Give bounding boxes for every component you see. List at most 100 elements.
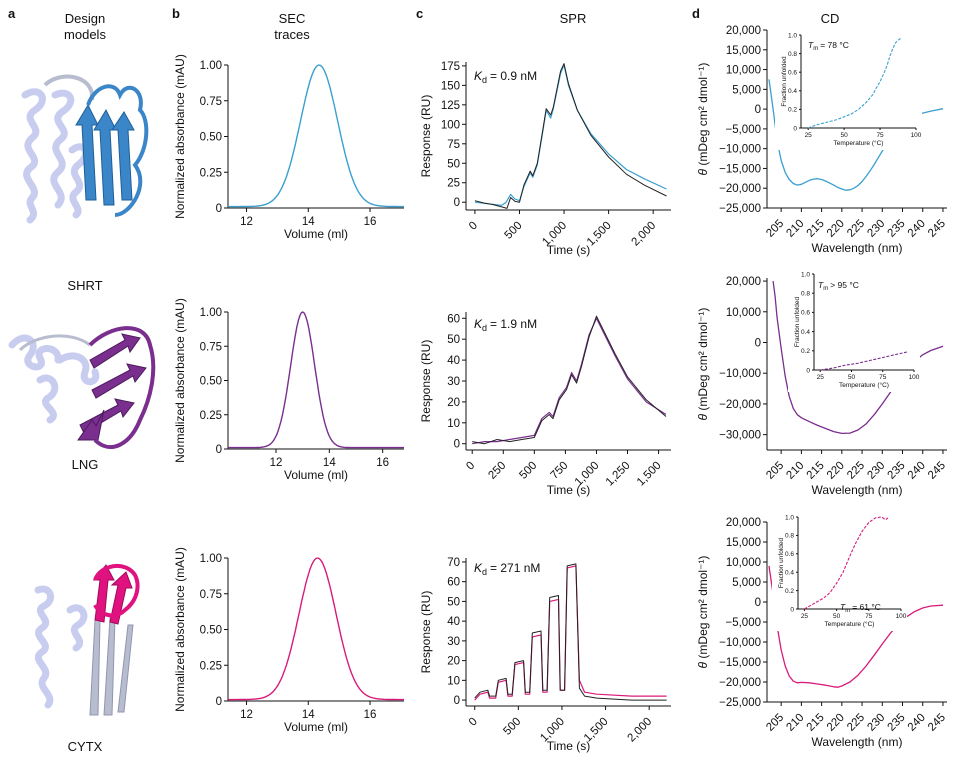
spr2-xlabel: Time (s) <box>547 483 591 497</box>
cd2-ytick-label: 10,000 <box>726 307 761 319</box>
cd3-xlabel: Wavelength (nm) <box>812 735 903 749</box>
spr3-ytick-label: 30 <box>447 636 460 648</box>
cd1-inset-xtick-label: 100 <box>911 132 922 139</box>
cd1-inset-ylabel: Fraction unfolded <box>781 56 788 107</box>
cd2-inset-xtick-label: 50 <box>848 374 856 381</box>
kd-value-2: = 1.9 nM <box>490 317 537 331</box>
sec2-ytick-label: 1.00 <box>200 307 222 319</box>
cd1-inset-xlabel: Temperature (°C) <box>834 139 884 147</box>
cd3-inset-xtick-label: 50 <box>833 613 841 620</box>
cd1-inset-ytick-label: 1.0 <box>788 32 797 39</box>
cd3-xtick-label: 205 <box>764 712 786 734</box>
kd-symbol-2: K <box>474 317 483 331</box>
cd1-inset-ytick-label: 0 <box>793 125 797 132</box>
spr3-ytick-label: 50 <box>447 596 460 608</box>
protein-1-strands <box>75 103 135 206</box>
cd2-ytick-label: −20,000 <box>719 399 761 411</box>
cd2-xtick-label: 205 <box>764 460 786 482</box>
cd2-xtick-label: 215 <box>805 460 827 482</box>
cd1-inset-ytick-label: 0.4 <box>788 88 797 95</box>
protein-2-strands <box>77 333 147 441</box>
spr1-ytick-label: 75 <box>447 139 460 151</box>
cd2-inset-bg <box>788 272 920 392</box>
sec1-xtick-label: 16 <box>364 216 377 228</box>
sec1-ytick-label: 0.25 <box>200 167 222 179</box>
cd3-inset-ylabel: Fraction unfolded <box>778 538 785 589</box>
cd1-xlabel: Wavelength (nm) <box>812 241 903 255</box>
cd3-ytick-label: −20,000 <box>719 677 761 689</box>
protein-2-helices <box>8 334 100 424</box>
cd2-ytick-label: 20,000 <box>726 276 761 288</box>
kd-symbol-3: K <box>474 561 483 575</box>
sec1-ytick-label: 1.00 <box>200 60 222 72</box>
cd2-inset-ylabel: Fraction unfolded <box>794 297 801 348</box>
cd2-xtick-label: 225 <box>845 460 867 482</box>
spr3-ylabel: Response (RU) <box>419 591 433 674</box>
sec1-ytick-label: 0.50 <box>200 132 222 144</box>
panel-letter-d: d <box>692 6 700 21</box>
cd3-xtick-label: 245 <box>926 712 948 734</box>
spr3-series-data <box>474 563 667 701</box>
cd1-xtick-label: 220 <box>825 218 847 240</box>
tm-sub-3: m <box>845 608 850 614</box>
sec2-ylabel: Normalized absorbance (mAU) <box>173 298 187 463</box>
cd1-ylabel-theta: θ <box>696 168 710 175</box>
cd3-ytick-label: −5,000 <box>726 617 762 629</box>
header-sec-line1: SEC <box>279 11 306 26</box>
cd3-ytick-label: 10,000 <box>726 557 761 569</box>
cd3-ytick-label: −25,000 <box>719 697 761 709</box>
cd2-xlabel: Wavelength (nm) <box>812 483 903 497</box>
spr2-ylabel: Response (RU) <box>419 340 433 423</box>
spr3-ytick-label: 40 <box>447 616 460 628</box>
cd3-inset-ytick-label: 0.6 <box>785 551 794 558</box>
protein-model-1 <box>21 74 149 224</box>
cd1-inset-ytick-label: 0.8 <box>788 51 797 58</box>
sec2-series-line <box>228 311 404 449</box>
cd2-inset-ytick-label: 0.2 <box>801 348 810 355</box>
header-design-line2: models <box>64 27 106 42</box>
sec2-chart: 0 0.25 0.50 0.75 1.00 12 14 16 Volume (ml) Normal… <box>173 298 404 482</box>
spr2-ytick-label: 40 <box>447 355 460 367</box>
sec1-chart: 0 0.25 0.50 0.75 1.00 12 14 16 Volume (ml) Normal… <box>173 54 404 241</box>
spr2-ytick-label: 10 <box>447 418 460 430</box>
spr3-ytick-label: 20 <box>447 656 460 668</box>
cd3-inset-series <box>804 516 889 610</box>
sec1-xtick-label: 14 <box>302 216 315 228</box>
spr1-xtick-label: 500 <box>503 220 525 242</box>
spr1-plot <box>474 63 667 209</box>
sec3-xtick-label: 12 <box>240 709 253 721</box>
spr2-xtick-label: 1,250 <box>604 460 633 489</box>
cd1-chart: −25,000 −20,000 −15,000 −10,000 −5,000 0 5,000… <box>696 25 948 255</box>
cd3-inset-ytick-label: 0.4 <box>785 570 794 577</box>
cd1-ytick-label: 20,000 <box>726 25 761 37</box>
cd1-xtick-label: 235 <box>886 218 908 240</box>
cd1-ytick-label: −25,000 <box>719 203 761 215</box>
cd1-ytick-label: 5,000 <box>732 84 761 96</box>
cd1-ylabel-units: (mDeg cm² dmol⁻¹) <box>696 63 710 169</box>
cd3-ytick-label: 15,000 <box>726 537 761 549</box>
sec3-ytick-label: 0.50 <box>200 625 222 637</box>
sec1-xtick-label: 12 <box>240 216 253 228</box>
cd1-ytick-label: 10,000 <box>726 65 761 77</box>
tm-label-3: Tm = 61 °C <box>840 602 881 614</box>
cd1-xtick-label: 215 <box>805 218 827 240</box>
cd2-inset-ytick-label: 1.0 <box>801 271 810 278</box>
cd1-inset-xtick-label: 50 <box>841 132 849 139</box>
spr2-xtick-label: 0 <box>464 460 477 473</box>
tm-symbol-2: T <box>818 280 824 290</box>
cd1-inset-ytick-label: 0.2 <box>788 107 797 114</box>
cd2-xtick-label: 210 <box>784 460 806 482</box>
kd-label-3: Kd = 271 nM <box>474 561 540 577</box>
protein-3-magenta-loop <box>93 564 140 618</box>
cd3-xtick-label: 210 <box>784 712 806 734</box>
sec2-ytick-label: 0.75 <box>200 341 222 353</box>
cd2-inset-xtick-label: 75 <box>879 374 887 381</box>
sec3-ylabel: Normalized absorbance (mAU) <box>173 547 187 712</box>
sec2-xtick-label: 16 <box>376 457 389 469</box>
spr1-xlabel: Time (s) <box>547 243 591 257</box>
spr3-xtick-label: 2,000 <box>625 716 654 745</box>
kd-label-1: Kd = 0.9 nM <box>474 69 537 85</box>
tm-label-2: Tm > 95 °C <box>818 280 859 292</box>
spr1-ytick-label: 50 <box>447 158 460 170</box>
